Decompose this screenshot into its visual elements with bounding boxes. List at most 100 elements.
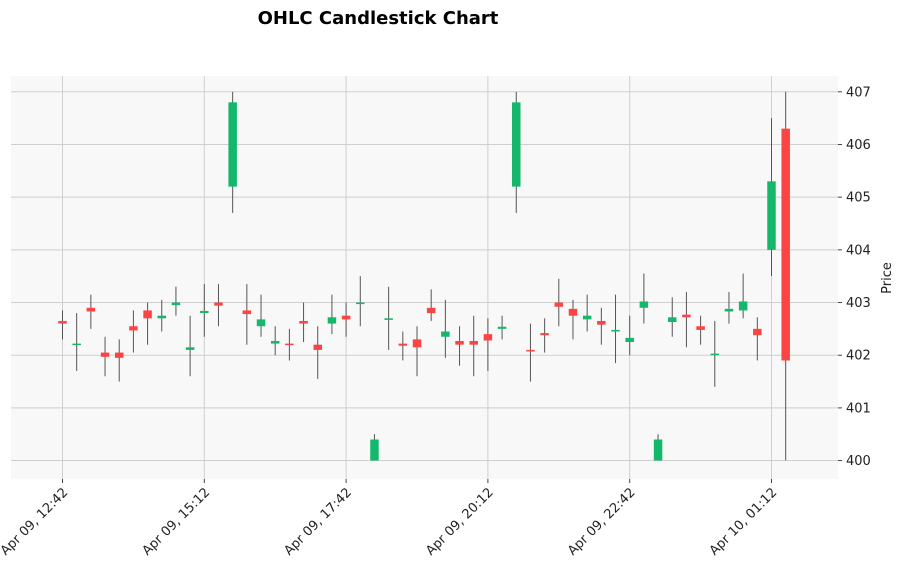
candle-up xyxy=(384,286,393,350)
candle-body xyxy=(625,337,634,343)
candle-body xyxy=(426,307,436,314)
candle-up xyxy=(441,299,450,358)
candle-body xyxy=(285,343,294,346)
candle-body xyxy=(341,315,351,320)
candle-down xyxy=(696,315,705,345)
candle-down xyxy=(398,331,408,361)
plot-area-background xyxy=(11,76,838,479)
candle-up xyxy=(270,326,280,356)
candle-body xyxy=(299,320,308,324)
candle-body xyxy=(129,326,138,331)
candle-up xyxy=(724,291,734,324)
candle-down xyxy=(483,318,493,372)
candle-down xyxy=(214,284,223,327)
candle-body xyxy=(72,343,81,346)
candle-down xyxy=(540,318,549,353)
candles xyxy=(58,91,790,461)
candle-body xyxy=(653,439,663,461)
candle-body xyxy=(767,181,776,250)
candle-body xyxy=(696,326,705,330)
candle-up xyxy=(256,294,266,337)
candle-up xyxy=(157,299,167,332)
candle-down xyxy=(526,323,535,382)
candle-body xyxy=(781,128,790,361)
candle-up xyxy=(639,273,649,324)
candle-up xyxy=(72,313,81,372)
candle-up xyxy=(667,297,677,337)
candle-up xyxy=(200,284,209,337)
candle-down xyxy=(682,291,691,348)
candle-body xyxy=(200,310,209,314)
candle-down xyxy=(597,307,606,345)
candle-down xyxy=(114,339,124,382)
gridlines xyxy=(11,76,838,479)
candle-body xyxy=(611,329,620,332)
candle-body xyxy=(568,308,578,316)
candle-up xyxy=(653,434,663,461)
candle-body xyxy=(597,320,606,325)
candle-up xyxy=(356,276,365,327)
candle-down xyxy=(568,299,578,340)
candle-down xyxy=(313,326,322,379)
candle-up xyxy=(738,273,748,319)
candle-body xyxy=(497,326,507,329)
candle-body xyxy=(228,102,237,187)
candle-body xyxy=(398,343,408,346)
x-tick-label: Apr 09, 17:42 xyxy=(281,485,354,558)
candle-body xyxy=(256,319,266,327)
candle-up xyxy=(767,118,776,277)
candle-down xyxy=(242,284,252,345)
y-tick-label: 400 xyxy=(846,454,871,469)
candle-down xyxy=(781,91,790,461)
candle-up xyxy=(171,286,181,316)
candle-up xyxy=(710,320,720,387)
candle-body xyxy=(483,334,493,341)
candle-up xyxy=(497,315,507,340)
candle-body xyxy=(58,320,67,324)
candle-body xyxy=(554,302,564,307)
y-tick-label: 401 xyxy=(846,401,871,416)
candle-down xyxy=(100,336,110,377)
candle-body xyxy=(114,352,124,358)
candle-body xyxy=(738,301,748,311)
candle-down xyxy=(299,302,308,343)
y-tick-label: 406 xyxy=(846,138,871,153)
candle-body xyxy=(327,317,337,324)
x-tick-label: Apr 10, 01:12 xyxy=(707,485,780,558)
x-tick-label: Apr 09, 22:42 xyxy=(565,485,638,558)
candle-body xyxy=(526,349,535,352)
y-tick-label: 405 xyxy=(846,191,871,206)
candle-body xyxy=(753,328,762,336)
chart-title: OHLC Candlestick Chart xyxy=(258,8,499,29)
candle-body xyxy=(143,310,152,319)
candle-body xyxy=(384,318,393,320)
candle-body xyxy=(171,302,181,306)
candle-body xyxy=(313,344,322,350)
candle-body xyxy=(710,353,720,356)
candle-body xyxy=(667,317,677,323)
candle-body xyxy=(682,314,691,318)
candle-down xyxy=(58,310,67,340)
candle-down xyxy=(469,315,478,377)
candle-body xyxy=(370,439,379,461)
candle-body xyxy=(639,301,649,308)
candle-body xyxy=(214,302,223,306)
x-tick-label: Apr 09, 15:12 xyxy=(140,485,213,558)
candle-up xyxy=(327,294,337,335)
candle-body xyxy=(455,340,464,345)
y-tick-label: 407 xyxy=(846,85,871,100)
candle-up xyxy=(582,294,592,332)
candle-body xyxy=(582,315,592,320)
candle-body xyxy=(469,340,478,345)
candle-body xyxy=(412,339,422,348)
candle-body xyxy=(270,340,280,344)
candle-down xyxy=(753,317,762,361)
candle-body xyxy=(724,308,734,312)
candle-body xyxy=(100,352,110,357)
candle-body xyxy=(540,333,549,336)
candle-up xyxy=(370,434,379,461)
candle-down xyxy=(341,302,351,337)
x-tick-label: Apr 09, 20:12 xyxy=(423,485,496,558)
candle-down xyxy=(426,289,436,321)
